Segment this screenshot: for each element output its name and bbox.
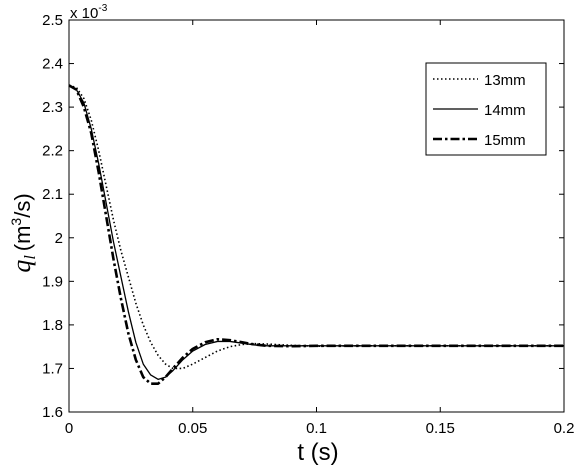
y-label-unit-pre: (m	[10, 226, 35, 252]
y-tick-label: 2	[55, 230, 63, 247]
y-scale-factor: x 10-3	[70, 3, 108, 22]
y-tick-label: 2.5	[42, 12, 63, 29]
y-tick-label: 1.7	[42, 360, 63, 377]
plot-frame	[68, 19, 565, 413]
y-label-subscript: l	[22, 255, 39, 260]
y-tick-label: 1.6	[42, 404, 63, 421]
y-tick-label: 2.1	[42, 186, 63, 203]
x-tick-label: 0.15	[426, 420, 455, 437]
y-tick-label: 2.4	[42, 56, 63, 73]
x-tick-label: 0	[65, 420, 73, 437]
x-axis-label: t (s)	[297, 439, 338, 466]
y-axis-label: ql (m3/s)	[7, 193, 39, 272]
x-tick-label: 0.1	[306, 420, 327, 437]
tick-layer: 0 0.05 0.1 0.15 0.2 1.6 1.7 1.8 1.9 2 2.1 2.2 2.3 2.4…	[42, 12, 574, 437]
legend-label-14mm: 14mm	[484, 102, 526, 119]
y-label-unit-sup: 3	[8, 218, 24, 226]
y-tick-label: 2.3	[42, 99, 63, 116]
y-label-symbol: q	[7, 260, 36, 273]
y-tick-label: 2.2	[42, 143, 63, 160]
series-line-13mm	[68, 84, 564, 370]
x-tick-label: 0.2	[554, 420, 575, 437]
series-line-15mm	[68, 84, 564, 385]
y-scale-base: x 10	[70, 5, 98, 22]
series-layer	[68, 84, 564, 385]
y-tick-label: 1.9	[42, 273, 63, 290]
legend-label-13mm: 13mm	[484, 72, 526, 89]
y-tick-label: 1.8	[42, 317, 63, 334]
legend-label-15mm: 15mm	[484, 132, 526, 149]
legend: 13mm 14mm 15mm	[425, 62, 547, 156]
y-scale-exponent: -3	[98, 3, 107, 14]
x-tick-label: 0.05	[178, 420, 207, 437]
svg-text:ql(m3/s): ql (m3/s)	[7, 193, 39, 272]
y-label-unit-post: /s)	[10, 193, 35, 217]
